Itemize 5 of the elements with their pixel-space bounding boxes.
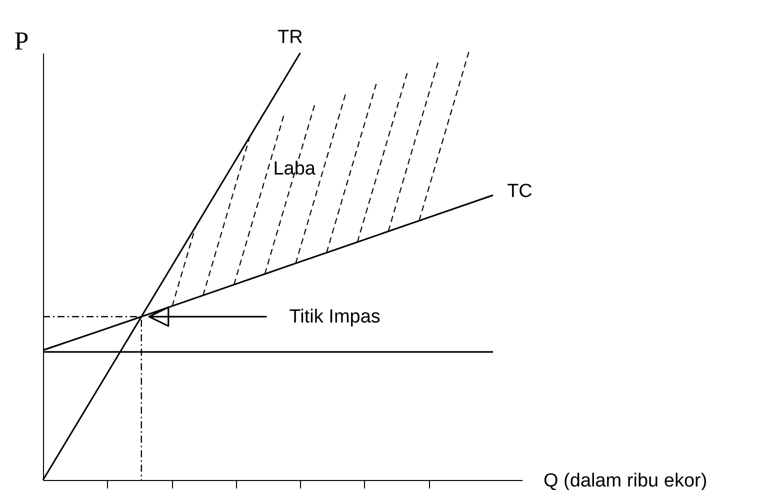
y-axis-title: P [14,26,29,56]
series-label: TR [278,27,303,48]
annotation: Laba [273,158,316,180]
series-label: TC [507,181,532,202]
annotation: Titik Impas [289,306,380,328]
